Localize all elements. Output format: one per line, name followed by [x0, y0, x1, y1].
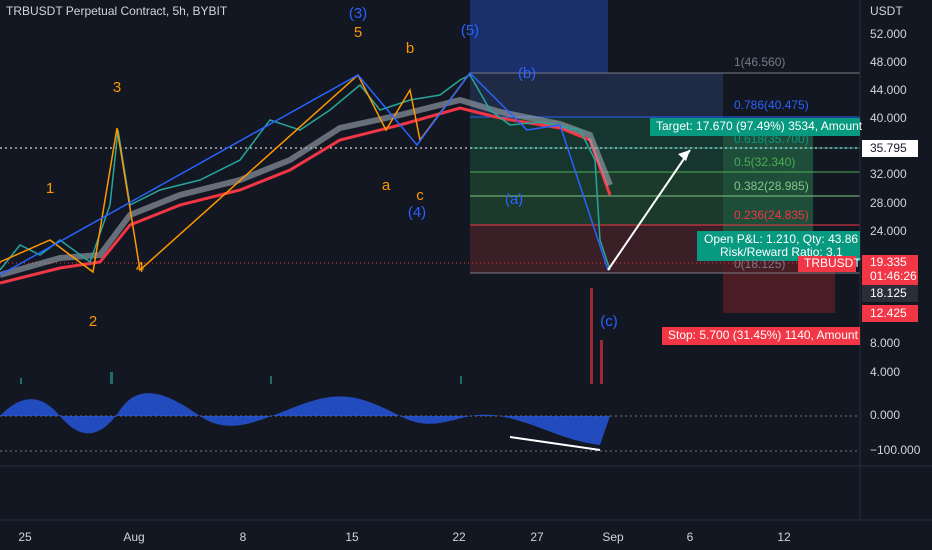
- arrow-head: [678, 150, 690, 161]
- price-tag-text: 12.425: [870, 306, 907, 320]
- fib-label: 0.786(40.475): [734, 98, 809, 112]
- price-tick: 24.000: [870, 224, 907, 238]
- wave-label: b: [406, 40, 414, 57]
- wave-label: (4): [408, 204, 426, 221]
- price-tick: 32.000: [870, 167, 907, 181]
- wave-label: 2: [89, 313, 97, 330]
- time-tick: 22: [452, 530, 466, 544]
- price-tick: 8.000: [870, 336, 900, 350]
- low-tag: [862, 285, 918, 302]
- time-tick: 8: [240, 530, 247, 544]
- last-tag: [862, 255, 918, 285]
- price-tick: 44.000: [870, 83, 907, 97]
- target-text: Target: 17.670 (97.49%) 3534, Amount: [656, 119, 863, 133]
- ma-band: [0, 96, 613, 278]
- time-tick: Aug: [123, 530, 144, 544]
- wave-label: 5: [354, 24, 362, 41]
- price-tick: 40.000: [870, 111, 907, 125]
- target-zone: [723, 119, 813, 232]
- wave-label: (c): [600, 313, 618, 330]
- stop-tag: [862, 305, 918, 322]
- wave-label: 4: [136, 259, 144, 276]
- countdown: 01:46:26: [870, 269, 917, 283]
- oscillator: [0, 393, 610, 445]
- fib-label: 0.382(28.985): [734, 179, 809, 193]
- price-tag: [862, 140, 918, 157]
- currency: USDT: [870, 4, 903, 18]
- wave-label: a: [382, 177, 391, 194]
- price-tick: 48.000: [870, 55, 907, 69]
- price-tick: 52.000: [870, 27, 907, 41]
- price-tag-text: 18.125: [870, 286, 907, 300]
- target-box: [650, 118, 860, 136]
- ratio-text: Risk/Reward Ratio: 3.1: [720, 245, 843, 259]
- time-tick: 27: [530, 530, 544, 544]
- price-tick: 28.000: [870, 196, 907, 210]
- stop-box: [662, 327, 860, 345]
- title: TRBUSDT Perpetual Contract, 5h, BYBIT: [6, 4, 228, 18]
- indicator-tick: 0.000: [870, 408, 900, 422]
- arrow: [607, 149, 691, 271]
- price-tag-text: 35.795: [870, 141, 907, 155]
- wave-label: 1: [46, 180, 54, 197]
- time-tick: 25: [18, 530, 32, 544]
- fib-zone: [470, 73, 723, 117]
- time-tick: 6: [687, 530, 694, 544]
- indicator-tick: −100.000: [870, 443, 921, 457]
- fib-label: 0.618(35.700): [734, 132, 809, 146]
- fib-label: 0.236(24.835): [734, 208, 809, 222]
- wave-label: 3: [113, 79, 121, 96]
- time-tick: 12: [777, 530, 791, 544]
- fib-label: 0(18.125): [734, 257, 785, 271]
- volume: [20, 288, 603, 384]
- price-tag-text: 19.335: [870, 255, 907, 269]
- wave-lines: [0, 71, 609, 276]
- wave-label: (a): [505, 191, 523, 208]
- wave-label: (5): [461, 22, 479, 39]
- stop-text: Stop: 5.700 (31.45%) 1140, Amount: [668, 328, 859, 342]
- blue-zone: [470, 0, 608, 73]
- symbol-tag: [798, 256, 856, 272]
- wave-label: (b): [518, 65, 536, 82]
- pnl-text: Open P&L: 1.210, Qty: 43.86: [704, 232, 858, 246]
- fib-label: 1(46.560): [734, 55, 785, 69]
- price: [0, 74, 611, 271]
- wave-label: (3): [349, 5, 367, 22]
- time-tick: Sep: [602, 530, 624, 544]
- time-tick: 15: [345, 530, 359, 544]
- wave-label: c: [416, 187, 424, 204]
- symbol-tag-text: TRBUSDT: [804, 256, 861, 270]
- fib-label: 0.5(32.340): [734, 155, 795, 169]
- price-tick: 4.000: [870, 365, 900, 379]
- fib-zone: [470, 225, 723, 273]
- divergence: [509, 436, 601, 451]
